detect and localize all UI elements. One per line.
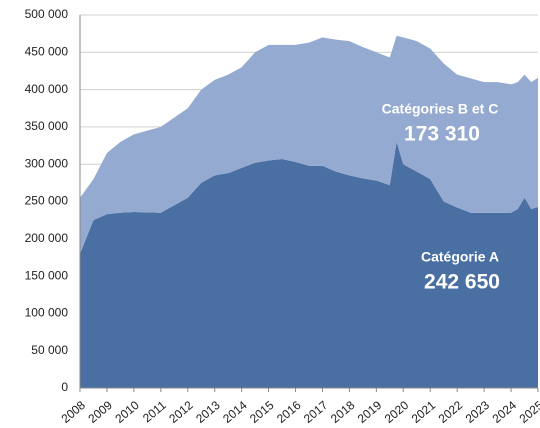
x-tick-label: 2019 xyxy=(355,398,385,426)
y-tick-label: 350 000 xyxy=(25,119,69,133)
x-tick-label: 2021 xyxy=(409,398,439,426)
y-tick-label: 100 000 xyxy=(25,306,69,320)
x-tick-label: 2016 xyxy=(274,398,304,426)
y-tick-label: 150 000 xyxy=(25,268,69,282)
area xyxy=(80,35,538,254)
x-tick-label: 2020 xyxy=(382,398,412,426)
x-tick-label: 2023 xyxy=(463,398,493,426)
y-tick-label: 300 000 xyxy=(25,156,69,170)
x-tick-label: 2017 xyxy=(301,398,331,426)
y-tick-label: 450 000 xyxy=(25,44,69,58)
x-tick-label: 2009 xyxy=(85,398,115,426)
value-label: 242 650 xyxy=(424,271,500,294)
x-tick-label: 2012 xyxy=(166,398,196,426)
x-tick-label: 2014 xyxy=(220,398,250,426)
y-tick-label: 0 xyxy=(61,380,68,394)
x-tick-label: 2022 xyxy=(436,398,466,426)
y-tick-label: 400 000 xyxy=(25,82,69,96)
y-tick-label: 500 000 xyxy=(25,7,69,21)
y-tick-label: 200 000 xyxy=(25,231,69,245)
x-tick-label: 2025 xyxy=(517,398,540,426)
y-tick-label: 50 000 xyxy=(31,343,68,357)
area xyxy=(80,141,538,388)
series-label: Catégorie A xyxy=(421,249,499,265)
x-tick-label: 2008 xyxy=(59,398,89,426)
x-tick-label: 2010 xyxy=(112,398,142,426)
value-label: 173 310 xyxy=(404,123,480,146)
x-tick-label: 2018 xyxy=(328,398,358,426)
series-label: Catégories B et C xyxy=(382,101,499,117)
x-tick-label: 2024 xyxy=(490,398,520,426)
x-tick-label: 2011 xyxy=(140,398,169,426)
x-tick-label: 2013 xyxy=(193,398,223,426)
y-tick-label: 250 000 xyxy=(25,194,69,208)
x-tick-label: 2015 xyxy=(247,398,277,426)
